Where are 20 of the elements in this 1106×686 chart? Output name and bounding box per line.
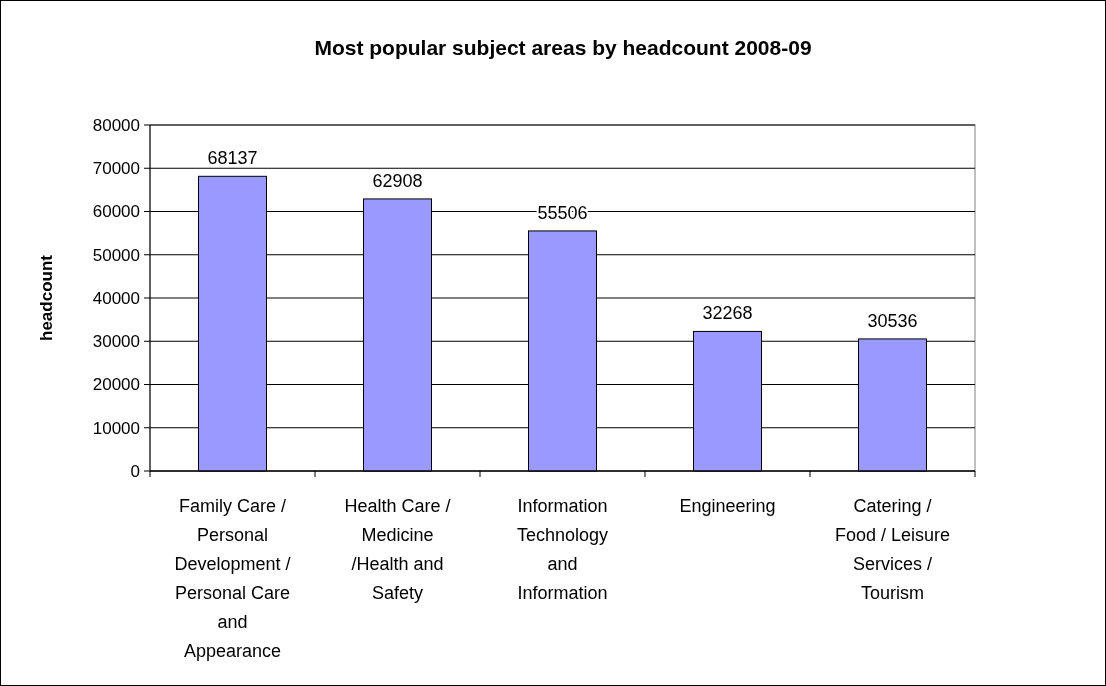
y-axis-title: headcount	[37, 254, 56, 341]
chart-title: Most popular subject areas by headcount 2008-09	[314, 36, 812, 59]
x-tick-label: Information Technology and Information	[516, 496, 609, 603]
data-label: 62908	[372, 170, 423, 191]
data-label: 30536	[867, 310, 918, 331]
y-tick-label: 10000	[92, 418, 140, 438]
y-tick-label: 60000	[92, 202, 140, 222]
data-label: 68137	[207, 148, 258, 169]
y-tick-label: 0	[130, 461, 140, 481]
y-tick-label: 80000	[92, 115, 140, 135]
data-label: 32268	[702, 303, 753, 324]
y-tick-label: 70000	[92, 159, 140, 179]
y-tick-label: 50000	[92, 245, 140, 265]
y-tick-label: 20000	[92, 375, 140, 395]
x-tick-label: Engineering	[679, 496, 776, 516]
x-tick-label: Family Care / Personal Development / Personal Care and Appearance	[174, 496, 291, 661]
y-tick-label: 30000	[92, 332, 140, 352]
y-tick-label: 40000	[92, 288, 140, 308]
x-tick-label: Health Care / Medicine /Health and Safety	[344, 496, 451, 603]
x-tick-label: Catering / Food / Leisure Services / Tourism	[834, 496, 951, 603]
